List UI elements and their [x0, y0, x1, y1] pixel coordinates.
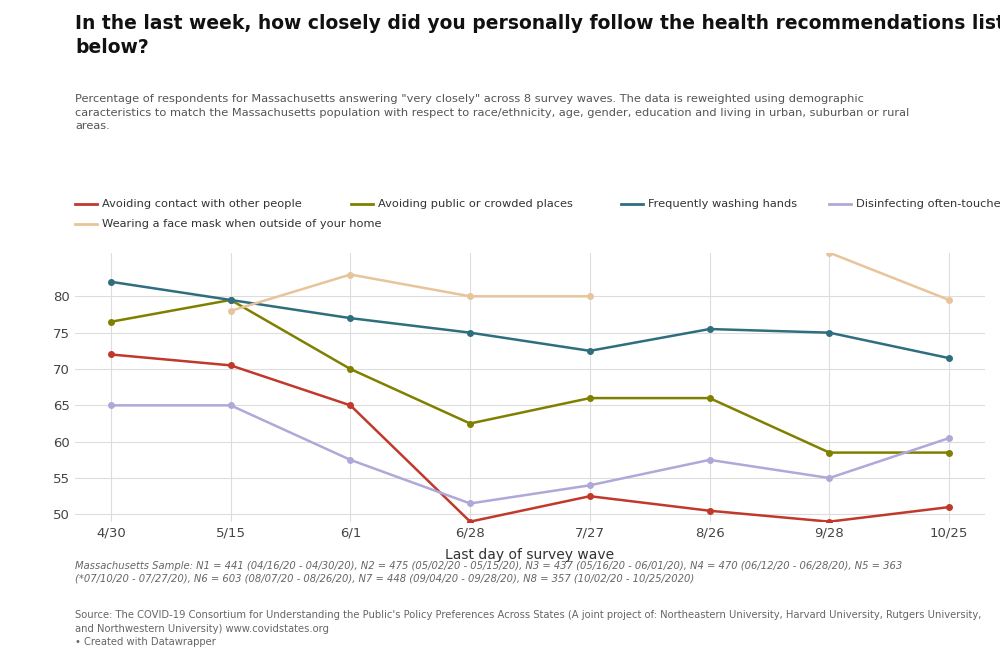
Text: In the last week, how closely did you personally follow the health recommendatio: In the last week, how closely did you pe…	[75, 14, 1000, 57]
Text: Avoiding public or crowded places: Avoiding public or crowded places	[378, 199, 573, 209]
Text: Disinfecting often-touched surfaces: Disinfecting often-touched surfaces	[856, 199, 1000, 209]
Text: Source: The COVID-19 Consortium for Understanding the Public's Policy Preference: Source: The COVID-19 Consortium for Unde…	[75, 610, 981, 647]
Text: Wearing a face mask when outside of your home: Wearing a face mask when outside of your…	[102, 218, 382, 229]
Text: Massachusetts Sample: N1 = 441 (04/16/20 - 04/30/20), N2 = 475 (05/02/20 - 05/15: Massachusetts Sample: N1 = 441 (04/16/20…	[75, 561, 902, 584]
X-axis label: Last day of survey wave: Last day of survey wave	[445, 548, 615, 562]
Text: Frequently washing hands: Frequently washing hands	[648, 199, 797, 209]
Text: Avoiding contact with other people: Avoiding contact with other people	[102, 199, 302, 209]
Text: Percentage of respondents for Massachusetts answering "very closely" across 8 su: Percentage of respondents for Massachuse…	[75, 94, 909, 131]
